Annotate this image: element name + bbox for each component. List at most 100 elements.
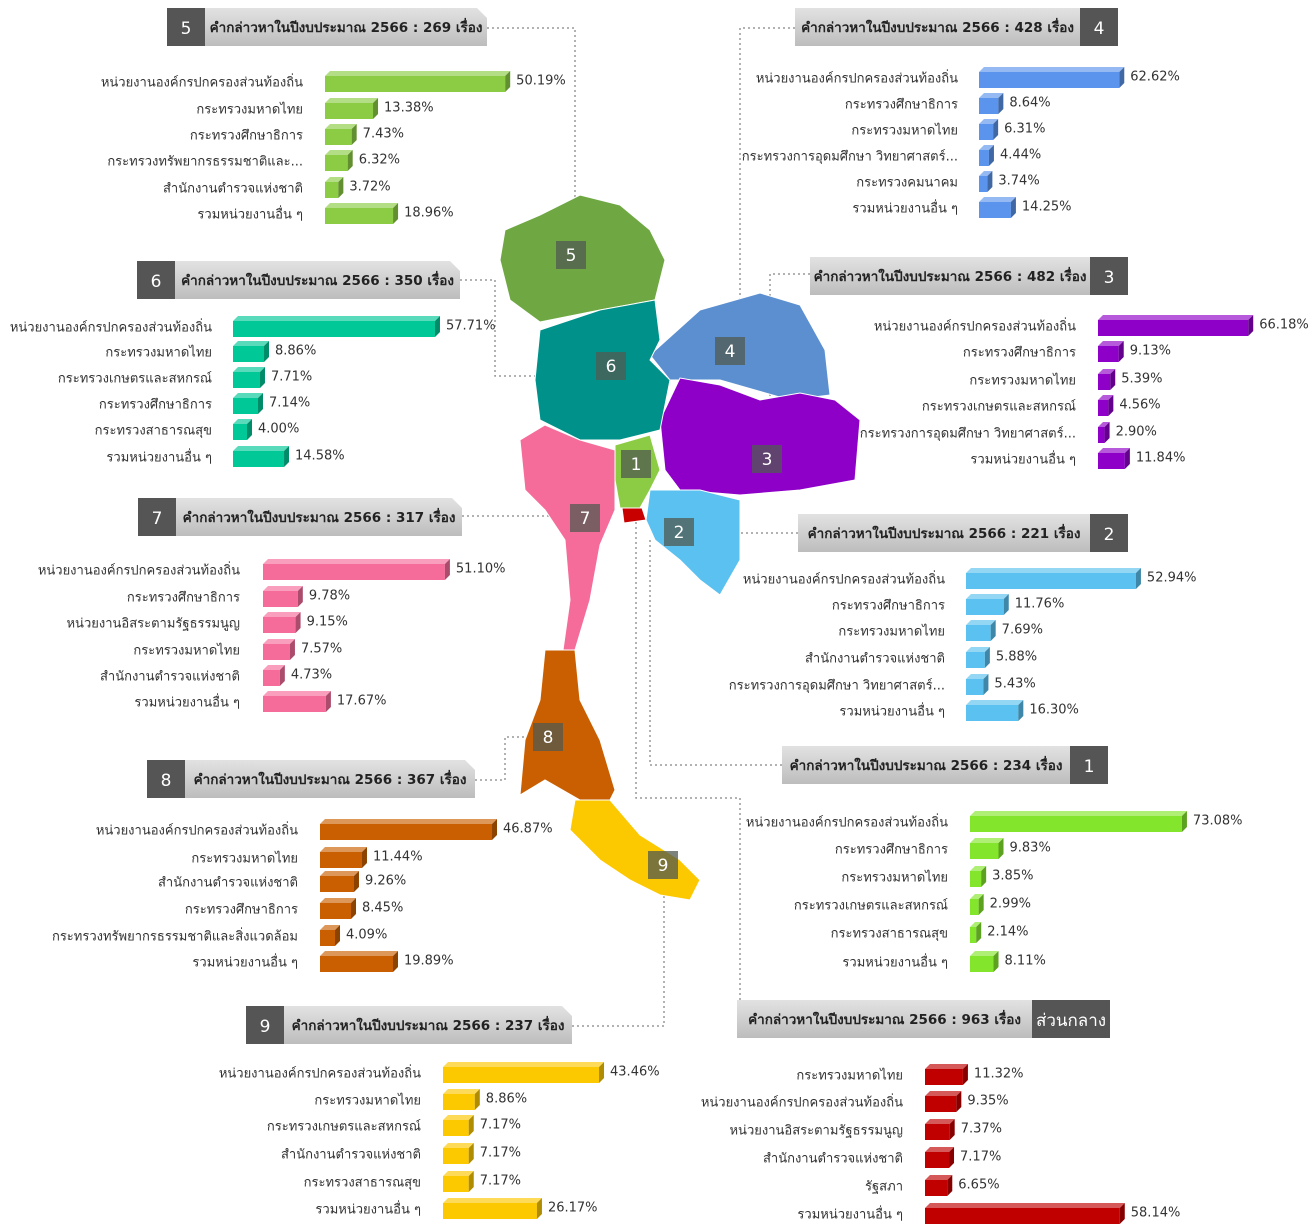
bar-side bbox=[351, 898, 357, 919]
category-label: รวมหน่วยงานอื่น ๆ bbox=[192, 954, 298, 971]
header-badge bbox=[147, 760, 185, 798]
bar bbox=[443, 1094, 475, 1110]
category-label: สำนักงานตำรวจแห่งชาติ bbox=[158, 876, 298, 891]
bar-side bbox=[983, 674, 989, 695]
map-labels: 5 4 6 3 7 2 1 8 9 bbox=[533, 241, 782, 879]
bar bbox=[979, 150, 989, 166]
bar-top bbox=[1098, 369, 1116, 374]
bar-top bbox=[233, 446, 290, 451]
header-box bbox=[737, 1000, 1110, 1038]
bar bbox=[233, 321, 435, 337]
bar-top bbox=[925, 1119, 955, 1124]
bar-side bbox=[956, 1091, 962, 1112]
bar-side bbox=[289, 639, 295, 660]
value-label: 4.00% bbox=[258, 422, 299, 437]
bar bbox=[925, 1096, 957, 1112]
bar-top bbox=[979, 171, 993, 176]
header-box bbox=[782, 746, 1108, 784]
bar-side bbox=[947, 1175, 953, 1196]
bar bbox=[443, 1067, 600, 1083]
bar-side bbox=[990, 620, 996, 641]
bar bbox=[325, 208, 394, 224]
bar-side bbox=[962, 1064, 968, 1085]
bar-side bbox=[988, 145, 994, 166]
value-label: 2.14% bbox=[987, 925, 1028, 940]
value-label: 2.90% bbox=[1116, 425, 1157, 440]
category-label: สำนักงานตำรวจแห่งชาติ bbox=[763, 1152, 903, 1167]
bar-side bbox=[247, 419, 252, 440]
bar-side bbox=[434, 316, 440, 337]
bar-top bbox=[320, 951, 398, 956]
bar-side bbox=[492, 819, 498, 840]
bar-top bbox=[325, 177, 344, 182]
bar bbox=[325, 76, 506, 92]
bar-side bbox=[284, 446, 290, 467]
value-label: 51.10% bbox=[456, 562, 506, 577]
category-label: หน่วยงานองค์กรปกครองส่วนท้องถิ่น bbox=[219, 1065, 421, 1082]
map-label: 1 bbox=[631, 455, 642, 475]
header-badge bbox=[138, 498, 176, 536]
bar-top bbox=[1098, 315, 1254, 320]
bar bbox=[970, 899, 979, 915]
value-label: 52.94% bbox=[1147, 571, 1197, 586]
bar-side bbox=[1124, 448, 1130, 469]
bar-top bbox=[1098, 395, 1114, 400]
bar bbox=[320, 903, 352, 919]
bar-side bbox=[393, 203, 399, 224]
value-label: 5.39% bbox=[1121, 372, 1162, 387]
panel: 6 คำกล่าวหาในปีงบประมาณ 2566 : 350 เรื่อง… bbox=[10, 261, 496, 467]
category-label: หน่วยงานอิสระตามรัฐธรรมนูญ bbox=[729, 1124, 903, 1139]
header-box bbox=[147, 760, 475, 798]
bar-top bbox=[233, 419, 252, 424]
bar-top bbox=[325, 203, 399, 208]
bar-side bbox=[259, 367, 265, 388]
category-label: กระทรวงมหาดไทย bbox=[841, 870, 948, 886]
panel-title: คำกล่าวหาในปีงบประมาณ 2566 : 428 เรื่อง bbox=[801, 17, 1074, 36]
panel-title: คำกล่าวหาในปีงบประมาณ 2566 : 221 เรื่อง bbox=[808, 523, 1081, 542]
value-label: 11.44% bbox=[373, 850, 423, 865]
header-box bbox=[167, 8, 487, 46]
bar-side bbox=[468, 1171, 474, 1192]
category-label: กระทรวงศึกษาธิการ bbox=[963, 346, 1076, 361]
bar-side bbox=[1119, 67, 1125, 88]
value-label: 16.30% bbox=[1029, 703, 1079, 718]
bar bbox=[1098, 346, 1119, 362]
value-label: 7.71% bbox=[271, 370, 312, 385]
value-label: 4.73% bbox=[291, 668, 332, 683]
header-badge bbox=[1032, 1000, 1110, 1038]
bar-top bbox=[979, 145, 994, 150]
value-label: 57.71% bbox=[446, 319, 496, 334]
bar-top bbox=[970, 866, 987, 871]
panel: 7 คำกล่าวหาในปีงบประมาณ 2566 : 317 เรื่อง… bbox=[38, 498, 506, 712]
category-label: สำนักงานตำรวจแห่งชาติ bbox=[163, 182, 303, 197]
bar-side bbox=[984, 647, 990, 668]
bar-top bbox=[966, 674, 989, 679]
map-label: 5 bbox=[566, 246, 577, 266]
value-label: 7.37% bbox=[961, 1122, 1002, 1137]
panel: 1 คำกล่าวหาในปีงบประมาณ 2566 : 234 เรื่อง… bbox=[746, 746, 1243, 972]
category-label: กระทรวงมหาดไทย bbox=[969, 373, 1076, 389]
bar bbox=[966, 599, 1004, 615]
category-label: รัฐสภา bbox=[865, 1180, 903, 1195]
bar-top bbox=[970, 894, 984, 899]
category-label: หน่วยงานองค์กรปกครองส่วนท้องถิ่น bbox=[101, 74, 303, 91]
bar bbox=[263, 670, 280, 686]
map-label: 9 bbox=[658, 856, 669, 876]
bar-top bbox=[979, 93, 1004, 98]
category-label: หน่วยงานองค์กรปกครองส่วนท้องถิ่น bbox=[746, 814, 948, 831]
bar bbox=[443, 1148, 469, 1164]
bar-side bbox=[998, 93, 1004, 114]
bar-top bbox=[966, 620, 996, 625]
bar bbox=[443, 1203, 537, 1219]
bar-side bbox=[373, 98, 379, 119]
bar-top bbox=[925, 1091, 962, 1096]
bar bbox=[1098, 453, 1125, 469]
bar-top bbox=[443, 1089, 480, 1094]
category-label: กระทรวงสาธารณสุข bbox=[831, 927, 948, 942]
bar bbox=[233, 424, 247, 440]
header-badge bbox=[1070, 746, 1108, 784]
value-label: 18.96% bbox=[404, 206, 454, 221]
panel-title: คำกล่าวหาในปีงบประมาณ 2566 : 367 เรื่อง bbox=[194, 769, 467, 788]
map-label: 8 bbox=[543, 728, 554, 748]
map-label-box bbox=[533, 723, 563, 751]
